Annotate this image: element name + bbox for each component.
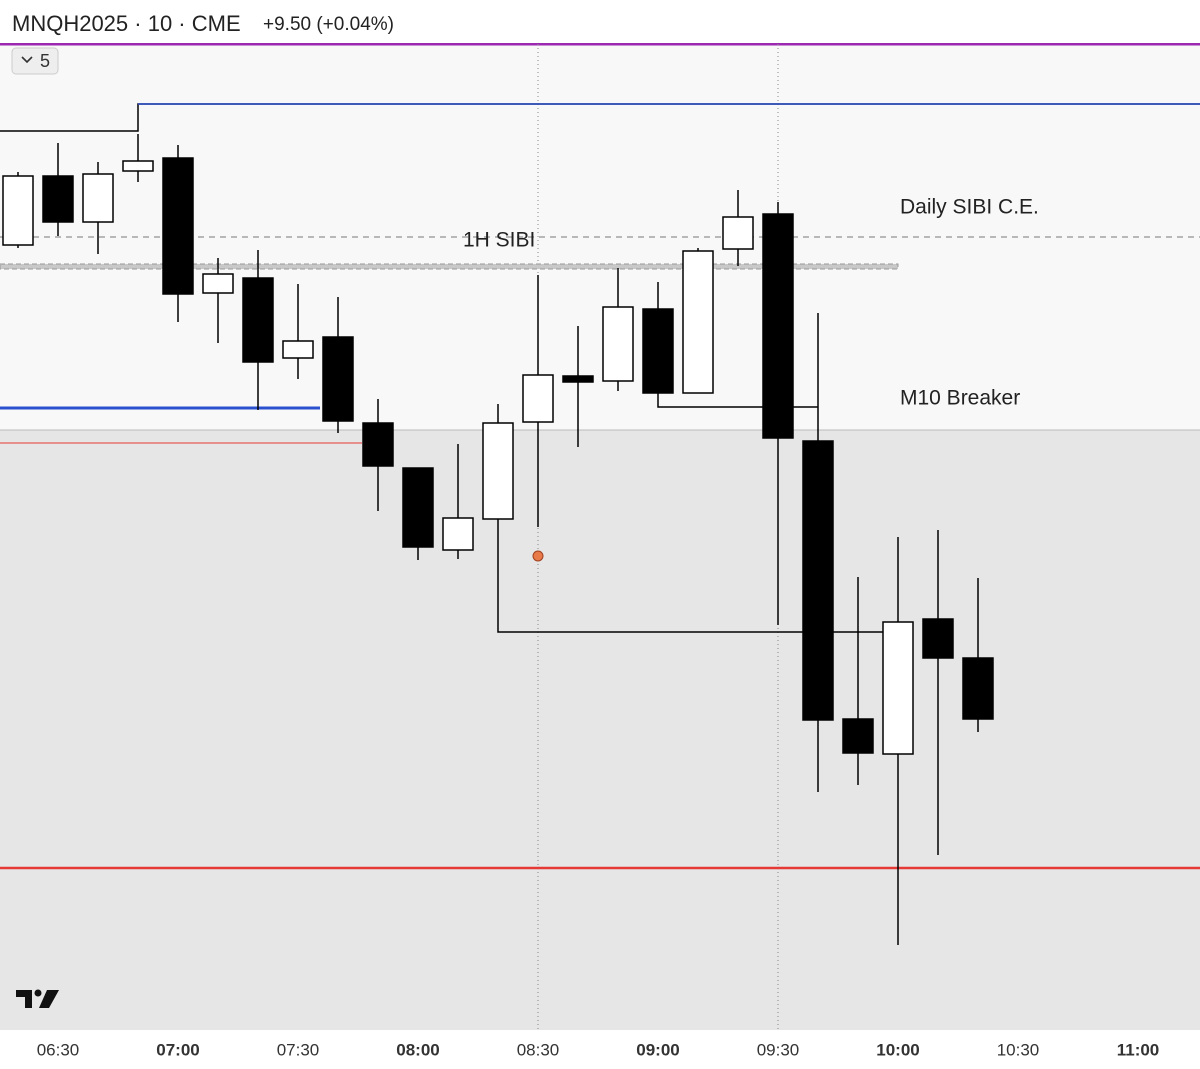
candle-body [482,422,514,520]
candle-body [242,277,274,363]
time-label: 10:00 [876,1040,919,1059]
time-label: 08:30 [517,1040,560,1059]
candle-body [402,467,434,548]
time-label: 11:00 [1117,1040,1160,1059]
time-axis [0,1030,1200,1069]
time-axis-labels: 06:30 07:00 07:30 08:00 08:30 09:00 09:30 10:00… [37,1040,1160,1059]
candle-body [2,175,34,246]
candle-body [682,250,714,394]
marker-dot [532,550,544,562]
sibi-band [0,263,899,270]
annotation: M10 Breaker [900,387,1020,410]
header-bar [0,0,1200,43]
candle-body [602,306,634,382]
candle-body [562,375,594,383]
candle-body [522,374,554,423]
annotation: 1H SIBI [463,229,535,252]
indicator-toggle[interactable] [11,47,59,75]
candle-body [802,440,834,721]
candle-body [202,273,234,294]
candle-body [82,173,114,223]
candle-body [882,621,914,755]
time-label: 09:30 [757,1040,800,1059]
candle-body [162,157,194,295]
candle-body [762,213,794,439]
time-label: 07:00 [156,1040,199,1059]
candle-body [362,422,394,467]
candles [2,134,994,945]
annotation: Daily SIBI C.E. [900,196,1039,219]
lower-zone [0,430,1200,1030]
logo [16,989,59,1008]
candle-body [962,657,994,720]
time-label: 09:00 [636,1040,679,1059]
candle-body [922,618,954,659]
time-label: 07:30 [277,1040,320,1059]
candle-body [722,216,754,250]
indicator-count[interactable]: 5 [40,51,50,71]
symbol[interactable]: MNQH2025 · 10 · CME [12,11,241,36]
candle-body [642,308,674,394]
time-label: 10:30 [997,1040,1040,1059]
candle-body [442,517,474,551]
breaker-line [497,519,898,633]
time-label: 06:30 [37,1040,80,1059]
candle-body [842,718,874,754]
candle-body [122,160,154,172]
price-change: +9.50 (+0.04%) [263,14,394,35]
candle-body [322,336,354,422]
chevron-icon [21,56,33,64]
candle-body [42,175,74,223]
candle-body [282,340,314,359]
time-label: 08:00 [396,1040,439,1059]
